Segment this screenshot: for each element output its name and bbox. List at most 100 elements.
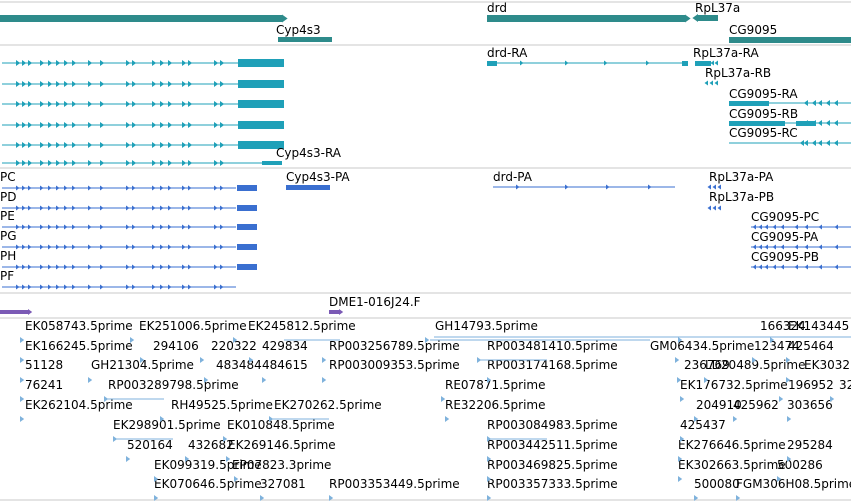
transcript-label-cyp4s3-ra[interactable]: Cyp4s3-RA (276, 146, 342, 160)
protein-label-pf[interactable]: PF (0, 269, 14, 283)
est-label[interactable]: EK298901.5prime (113, 418, 221, 432)
est-label[interactable]: EK099319.5prime (154, 458, 262, 472)
est-label[interactable]: GM06434.5prime (650, 339, 754, 353)
est-label[interactable]: RP003009353.5prime (329, 358, 460, 372)
est-label[interactable]: RP003174168.5prime (487, 358, 618, 372)
est-label[interactable]: GH21304.5prime (91, 358, 194, 372)
est-label[interactable]: 484615 (262, 358, 308, 372)
est-label[interactable]: 425464 (788, 339, 834, 353)
est-label[interactable]: RP003353449.5prime (329, 477, 460, 491)
gene-label-rpl37a[interactable]: RpL37a (695, 1, 740, 15)
est-label[interactable]: EK262104.5prime (25, 398, 133, 412)
est-label[interactable]: RP003289798.5prime (108, 378, 239, 392)
transcript-exon[interactable] (238, 100, 284, 108)
gene-label-cg9095[interactable]: CG9095 (729, 23, 777, 37)
protein-label-ph[interactable]: PH (0, 249, 16, 263)
protein-label-cg9095-pb[interactable]: CG9095-PB (751, 250, 819, 264)
protein-exon[interactable] (237, 244, 257, 250)
transcript-label-drd-ra[interactable]: drd-RA (487, 46, 528, 60)
est-label[interactable]: RE32206.5prime (445, 398, 546, 412)
gene-bar-cg9095[interactable] (729, 37, 851, 43)
est-label[interactable]: RP003084983.5prime (487, 418, 618, 432)
transcript-exon[interactable] (695, 61, 711, 66)
est-label[interactable]: 483484 (216, 358, 262, 372)
gene-label-cyp4s3[interactable]: Cyp4s3 (276, 23, 321, 37)
est-label[interactable]: 236769 (684, 358, 730, 372)
gene-label-drd[interactable]: drd (487, 1, 507, 15)
est-label[interactable]: EK251006.5prime (139, 319, 247, 333)
est-label[interactable]: RE07871.5prime (445, 378, 546, 392)
est-label[interactable]: 123474 (754, 339, 800, 353)
transcript-exon[interactable] (682, 61, 688, 66)
transcript-label-cg9095-rc[interactable]: CG9095-RC (729, 126, 798, 140)
est-label[interactable]: 51128 (25, 358, 63, 372)
est-label[interactable]: EK143445 (788, 319, 849, 333)
est-label[interactable]: 32 (839, 378, 851, 392)
est-label[interactable]: 432682 (188, 438, 234, 452)
gene-bar-rpl37a[interactable] (698, 15, 718, 21)
est-label[interactable]: 303656 (787, 398, 833, 412)
est-label[interactable]: FGM306H08.5prime (736, 477, 851, 491)
protein-label-pe[interactable]: PE (0, 209, 15, 223)
est-label[interactable]: EK270262.5prime (274, 398, 382, 412)
est-label[interactable]: 520164 (127, 438, 173, 452)
protein-exon[interactable] (237, 205, 257, 211)
transcript-label-cg9095-rb[interactable]: CG9095-RB (729, 107, 798, 121)
gene-bar-cyp4s3[interactable] (0, 15, 282, 22)
est-label[interactable]: 327081 (260, 477, 306, 491)
clone-label[interactable]: DME1-016J24.F (329, 295, 421, 309)
est-label[interactable]: 500080 (694, 477, 740, 491)
protein-exon[interactable] (237, 185, 257, 191)
transcript-exon[interactable] (729, 121, 785, 126)
est-label[interactable]: GH14793.5prime (435, 319, 538, 333)
est-label[interactable]: RP003481410.5prime (487, 339, 618, 353)
est-label[interactable]: LD20489.5prime (705, 358, 806, 372)
protein-label-cg9095-pc[interactable]: CG9095-PC (751, 210, 819, 224)
gene-bar-drd[interactable] (487, 15, 685, 22)
est-label[interactable]: RP003357333.5prime (487, 477, 618, 491)
transcript-exon[interactable] (238, 80, 284, 88)
transcript-exon[interactable] (262, 161, 282, 165)
est-label[interactable]: EP07823.3prime (232, 458, 331, 472)
protein-label-cyp4s3-pa[interactable]: Cyp4s3-PA (286, 170, 350, 184)
protein-label-pc[interactable]: PC (0, 170, 16, 184)
protein-exon[interactable] (237, 264, 257, 270)
transcript-exon[interactable] (729, 101, 769, 106)
est-label[interactable]: 295284 (787, 438, 833, 452)
protein-exon[interactable] (286, 185, 330, 190)
est-label[interactable]: RP003469825.5prime (487, 458, 618, 472)
est-label[interactable]: RP003256789.5prime (329, 339, 460, 353)
protein-exon[interactable] (237, 224, 257, 230)
est-label[interactable]: 500286 (777, 458, 823, 472)
est-label[interactable]: 196952 (788, 378, 834, 392)
est-label[interactable]: 429834 (262, 339, 308, 353)
clone-bar[interactable] (0, 310, 28, 314)
est-label[interactable]: 166324 (760, 319, 806, 333)
est-label[interactable]: EK176732.5prime (680, 378, 788, 392)
est-label[interactable]: EK276646.5prime (678, 438, 786, 452)
est-label[interactable]: 425437 (680, 418, 726, 432)
est-label[interactable]: EK166245.5prime (25, 339, 133, 353)
est-label[interactable]: RP003442511.5prime (487, 438, 618, 452)
protein-label-rpl37a-pb[interactable]: RpL37a-PB (709, 190, 774, 204)
est-label[interactable]: 294106 (153, 339, 199, 353)
est-label[interactable]: EK3032 (804, 358, 850, 372)
transcript-exon[interactable] (238, 121, 284, 129)
transcript-exon[interactable] (487, 61, 497, 66)
est-label[interactable]: EK269146.5prime (228, 438, 336, 452)
transcript-label-rpl37a-rb[interactable]: RpL37a-RB (705, 66, 771, 80)
protein-label-pd[interactable]: PD (0, 190, 16, 204)
est-label[interactable]: RH49525.5prime (171, 398, 273, 412)
est-label[interactable]: 425962 (733, 398, 779, 412)
protein-label-rpl37a-pa[interactable]: RpL37a-PA (709, 170, 774, 184)
transcript-label-cg9095-ra[interactable]: CG9095-RA (729, 87, 798, 101)
clone-bar[interactable] (329, 310, 339, 314)
est-label[interactable]: 204910 (696, 398, 742, 412)
transcript-exon[interactable] (238, 141, 284, 149)
protein-label-pg[interactable]: PG (0, 229, 17, 243)
est-label[interactable]: EK058743.5prime (25, 319, 133, 333)
est-label[interactable]: 220322 (211, 339, 257, 353)
est-label[interactable]: EK010848.5prime (227, 418, 335, 432)
est-label[interactable]: EK245812.5prime (248, 319, 356, 333)
transcript-exon[interactable] (238, 59, 284, 67)
